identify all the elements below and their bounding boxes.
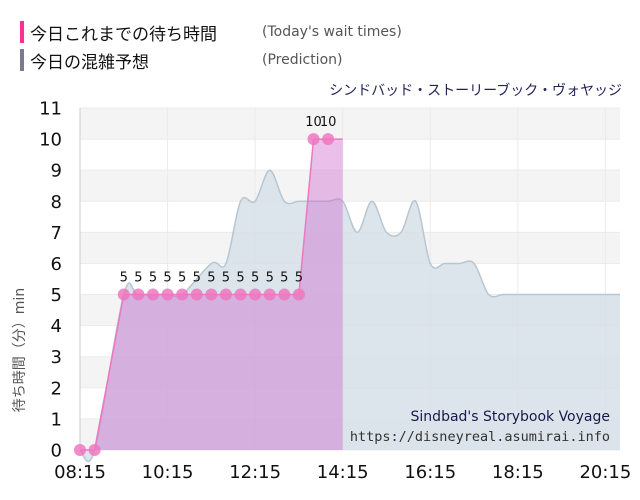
- data-label: 5: [280, 271, 288, 286]
- x-tick-label: 20:15: [579, 462, 631, 483]
- today-point: [322, 133, 335, 146]
- today-point: [234, 288, 247, 301]
- data-label: 5: [251, 271, 259, 286]
- today-point: [292, 288, 305, 301]
- legend-prediction-swatch: [20, 49, 24, 71]
- legend-today-swatch: [20, 21, 24, 43]
- y-tick-label: 6: [51, 254, 62, 275]
- y-tick-label: 11: [39, 99, 62, 120]
- y-tick-label: 3: [51, 347, 62, 368]
- x-tick-label: 08:15: [54, 462, 106, 483]
- legend-today-label: 今日これまでの待ち時間: [30, 24, 217, 45]
- data-label: 5: [163, 271, 171, 286]
- chart-title: シンドバッド・ストーリーブック・ヴォヤッジ: [329, 83, 622, 99]
- y-tick-label: 7: [51, 223, 62, 244]
- y-tick-label: 2: [51, 378, 62, 399]
- today-point: [263, 288, 276, 301]
- x-tick-label: 18:15: [492, 462, 544, 483]
- today-point: [249, 288, 262, 301]
- data-label: 5: [207, 271, 215, 286]
- y-tick-label: 8: [51, 192, 62, 213]
- data-label: 5: [120, 271, 128, 286]
- data-label: 5: [134, 271, 142, 286]
- grid-band: [80, 108, 620, 140]
- today-point: [74, 444, 86, 456]
- data-label: 5: [178, 271, 186, 286]
- x-tick-label: 12:15: [229, 462, 281, 483]
- data-label: 10: [320, 115, 337, 130]
- y-tick-label: 0: [51, 441, 62, 462]
- legend-prediction: 今日の混雑予想 (Prediction): [20, 48, 343, 73]
- y-tick-label: 5: [51, 285, 62, 306]
- legend-prediction-label-en: (Prediction): [262, 52, 343, 68]
- data-label: 10: [305, 115, 322, 130]
- grid-band: [80, 170, 620, 202]
- y-tick-label: 9: [51, 161, 62, 182]
- today-point: [190, 288, 203, 301]
- legend-today: 今日これまでの待ち時間 (Today's wait times): [20, 20, 402, 45]
- x-tick-label: 16:15: [404, 462, 456, 483]
- today-point: [117, 288, 130, 301]
- today-point: [278, 288, 291, 301]
- watermark-url: https://disneyreal.asumirai.info: [350, 429, 610, 445]
- x-tick-label: 14:15: [317, 462, 369, 483]
- today-point: [205, 288, 218, 301]
- today-point: [176, 288, 189, 301]
- legend-today-label-en: (Today's wait times): [262, 24, 402, 40]
- y-tick-label: 4: [51, 316, 62, 337]
- today-point: [219, 288, 232, 301]
- data-label: 5: [236, 271, 244, 286]
- data-label: 5: [295, 271, 303, 286]
- today-point: [132, 288, 145, 301]
- today-point: [161, 288, 174, 301]
- today-point: [146, 288, 159, 301]
- y-axis-label: 待ち時間（分）min: [12, 288, 28, 412]
- today-point: [88, 444, 101, 456]
- prediction-area: [80, 170, 620, 462]
- data-label: 5: [149, 271, 157, 286]
- data-label: 5: [193, 271, 201, 286]
- legend-prediction-label: 今日の混雑予想: [30, 52, 149, 73]
- watermark-title: Sindbad's Storybook Voyage: [411, 409, 610, 425]
- y-tick-label: 10: [39, 130, 62, 151]
- data-label: 5: [222, 271, 230, 286]
- data-label: 5: [266, 271, 274, 286]
- prediction-line: [79, 169, 620, 463]
- x-tick-label: 10:15: [142, 462, 194, 483]
- today-point: [307, 133, 320, 146]
- y-tick-label: 1: [51, 409, 62, 430]
